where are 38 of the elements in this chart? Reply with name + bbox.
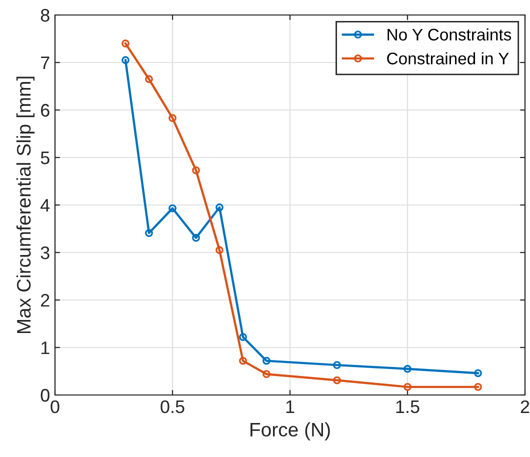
point bbox=[262, 370, 270, 378]
y-tick-label: 8 bbox=[40, 8, 50, 22]
x-axis-title: Force (N) bbox=[250, 422, 330, 440]
point bbox=[474, 369, 482, 378]
point bbox=[333, 376, 341, 384]
point bbox=[239, 356, 247, 365]
point bbox=[168, 114, 176, 122]
x-tick-label: 1.5 bbox=[396, 400, 420, 414]
point bbox=[404, 364, 412, 373]
legend-label: Constrained in Y bbox=[387, 52, 509, 64]
point bbox=[192, 234, 200, 242]
y-tick-label: 3 bbox=[40, 246, 50, 260]
y-tick-label: 5 bbox=[40, 152, 50, 164]
x-tick-label: 0 bbox=[50, 400, 60, 414]
point bbox=[333, 361, 341, 370]
y-tick-label: 0 bbox=[40, 388, 50, 402]
y-tick-label: 2 bbox=[41, 294, 50, 307]
legend-label: No Y Constraints bbox=[388, 28, 512, 41]
point bbox=[122, 40, 130, 48]
y-axis-title: Max Circumferential Slip [mm] bbox=[16, 76, 35, 334]
point bbox=[192, 166, 200, 174]
y-tick-label: 1 bbox=[41, 342, 50, 354]
point bbox=[404, 382, 412, 391]
point bbox=[168, 204, 176, 212]
x-tick-label: 0.5 bbox=[160, 400, 184, 414]
point bbox=[239, 333, 247, 342]
point bbox=[216, 203, 224, 212]
point bbox=[145, 75, 153, 84]
point bbox=[474, 382, 482, 391]
x-tick-label: 2 bbox=[520, 400, 530, 413]
y-tick-label: 6 bbox=[41, 104, 50, 117]
point bbox=[262, 356, 270, 365]
point bbox=[122, 56, 130, 64]
y-tick-label: 4 bbox=[40, 199, 50, 212]
point bbox=[216, 246, 224, 254]
x-tick-label: 1 bbox=[286, 400, 294, 413]
y-tick-label: 7 bbox=[41, 56, 50, 70]
point bbox=[145, 229, 153, 237]
